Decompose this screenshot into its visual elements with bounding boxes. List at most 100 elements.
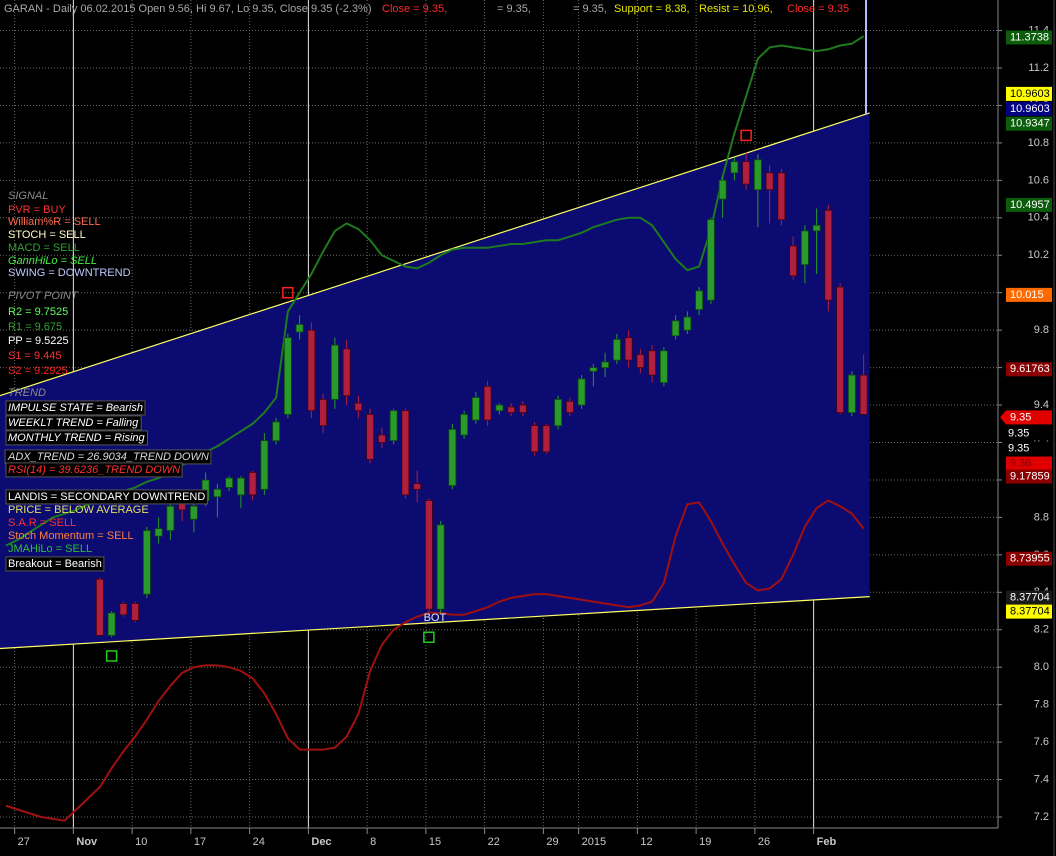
overlay: GARAN - Daily 06.02.2015 Open 9.56, Hi 9… [4,3,849,572]
y-tick-label: 8.0 [1034,661,1049,673]
candle-body [624,337,633,361]
indicator-text: S2 = 9.2925 [8,365,68,377]
indicator-text: PRICE = BELOW AVERAGE [8,504,149,516]
price-label: 9.61763 [1010,363,1050,375]
price-label-box [1006,362,1052,377]
candle-body [730,161,739,174]
candle-body [565,400,574,413]
x-tick-label: 17 [194,836,206,848]
candle-body [765,172,774,191]
indicator-text: RSI(14) = 39.6236_TREND DOWN [8,464,180,476]
candle-body [424,500,433,610]
x-tick-label: 26 [758,836,770,848]
indicator-text: Breakout = Bearish [8,558,102,570]
channel-line [0,112,870,397]
price-label: 10.9603 [1010,103,1050,115]
indicator-text: MONTHLY TREND = Rising [8,432,146,444]
price-label-box [1006,441,1052,456]
candle-body [366,414,375,460]
price-label: 10.015 [1010,289,1044,301]
indicator-box [5,489,208,505]
signal-marker [740,129,752,142]
indicator-text: R1 = 9.675 [8,321,62,333]
candle-body [824,209,833,301]
candle-body [507,406,516,413]
price-label: 11.3738 [1010,31,1049,43]
indicator-text: SIGNAL [8,190,48,202]
signal-marker [105,650,118,662]
header-text: Close = 9.35, [382,3,447,15]
candle-body [119,603,128,616]
indicator-line [5,499,865,822]
indicator-box [5,400,146,416]
signal-marker [282,286,294,299]
candle-body [236,477,245,496]
candle-body [859,374,868,415]
candle-body [307,329,316,412]
indicator-box [5,462,183,478]
candle-body [283,337,292,415]
candle-body [95,578,104,636]
y-tick-label: 10.8 [1028,137,1049,149]
x-tick-label: 15 [429,836,441,848]
candle-body [448,428,457,486]
y-tick-label: 10.6 [1028,174,1049,186]
x-tick-label: 24 [253,836,265,848]
indicator-box [5,415,142,431]
y-tick-label: 7.4 [1034,773,1049,785]
candle-body [319,399,328,427]
price-label: 8.73955 [1010,553,1050,565]
price-label: 10.9603 [1010,88,1050,100]
candle-body [847,374,856,413]
header-text: Support = 8.38, [614,3,690,15]
header-text: = 9.35, [497,3,531,15]
indicator-text: JMAHiLo = SELL [8,543,92,555]
price-label: 10.4957 [1010,199,1050,211]
candle-body [530,425,539,453]
x-tick-label: 12 [640,836,652,848]
price-label-box [1006,590,1052,605]
x-tick-label: Feb [817,836,837,848]
plot: BOT [0,35,870,822]
signal-marker [423,631,435,643]
header-text: Resist = 10.96, [699,3,773,15]
indicator-text: SWING = DOWNTREND [8,267,131,279]
candle-body [354,402,363,412]
candle-body [812,224,821,232]
price-label-box [1006,197,1052,212]
indicator-text: GannHiLo = SELL [8,255,97,267]
indicator-text: IMPULSE STATE = Bearish [8,402,143,414]
candle-body [189,505,198,520]
price-label: 10.9347 [1010,118,1050,130]
y-tick-label: 8.2 [1034,624,1049,636]
candle-body [342,348,351,397]
candle-body [248,472,257,496]
candle-body [718,179,727,200]
candle-body [389,410,398,442]
price-label-box [1006,551,1052,566]
price-label: 9.35 [1008,442,1029,454]
price-label-box [1006,604,1052,619]
price-label: 9.35 [1010,411,1031,423]
candle-body [612,339,621,361]
y-tick-label: 7.8 [1034,699,1049,711]
y-tick-label: 10.2 [1028,249,1049,261]
price-label-box [1006,426,1052,441]
indicator-text: S1 = 9.445 [8,350,62,362]
candle-body [272,421,281,442]
candle-body [154,528,163,537]
price-label-box [1006,456,1052,471]
price-label: 9.17859 [1010,470,1050,482]
price-label-box [1006,116,1052,131]
y-tick-label: 9.8 [1034,324,1049,336]
candle-body [659,350,668,383]
x-tick-label: Dec [311,836,331,848]
indicator-text: PVR = BUY [8,204,66,216]
header-text: Close = 9.35 [787,3,849,15]
candle-body [589,367,598,372]
candle-body [706,219,715,301]
price-label: 9.35 [1008,427,1029,439]
candle-body [483,385,492,421]
candle-body [577,378,586,406]
